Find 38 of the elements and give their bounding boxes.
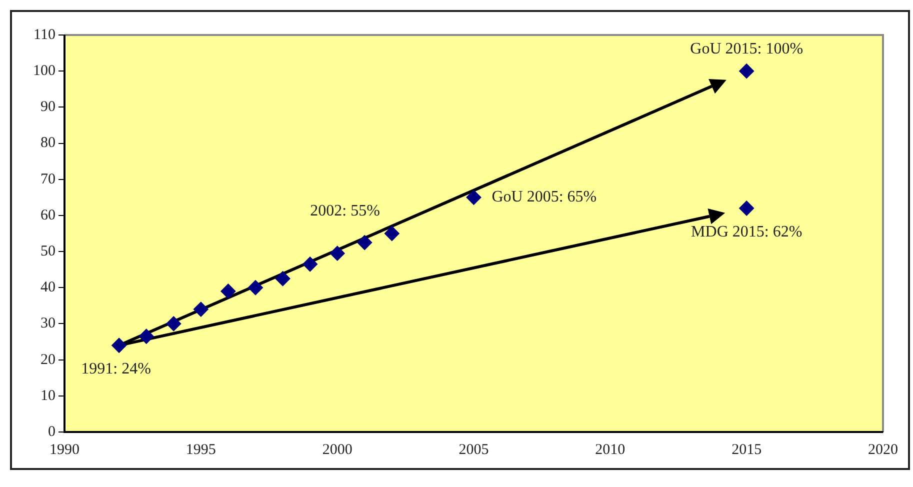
point: [357, 235, 372, 250]
y-tick-label: 20: [40, 352, 56, 368]
x-tick-label: 2010: [595, 442, 626, 458]
x-tick-label: 2005: [458, 442, 489, 458]
annotation: GoU 2015: 100%: [690, 40, 804, 58]
point: [220, 284, 236, 299]
annotation: MDG 2015: 62%: [691, 223, 802, 240]
y-tick-label: 110: [34, 26, 56, 43]
y-tick-label: 50: [40, 243, 56, 260]
annotation: 1991: 24%: [81, 360, 151, 378]
x-tick-label: 2000: [322, 442, 352, 458]
x-tick-label: 2020: [868, 442, 898, 458]
y-tick-label: 0: [48, 424, 56, 440]
point: [739, 64, 754, 79]
annotation: 2002: 55%: [310, 202, 380, 220]
y-tick-label: 80: [40, 135, 56, 152]
x-tick-label: 2015: [732, 442, 762, 458]
y-tick-label: 90: [40, 99, 56, 116]
y-tick-label: 30: [40, 316, 56, 332]
y-tick-label: 70: [40, 171, 56, 188]
point: [248, 280, 263, 296]
y-tick-label: 40: [40, 280, 56, 296]
point: [302, 256, 318, 272]
y-tick-label: 60: [40, 207, 56, 224]
point: [166, 316, 182, 332]
annotation: GoU 2005: 65%: [492, 188, 597, 206]
point: [138, 328, 154, 344]
x-tick-label: 1995: [186, 442, 216, 458]
x-tick-label: 1990: [50, 442, 80, 458]
point: [384, 226, 400, 241]
y-tick-label: 100: [33, 63, 56, 80]
point: [330, 246, 345, 261]
y-tick-label: 10: [40, 388, 56, 404]
point: [275, 271, 290, 286]
point: [112, 338, 127, 353]
point: [193, 302, 208, 317]
point: [466, 190, 482, 205]
point: [739, 200, 754, 216]
